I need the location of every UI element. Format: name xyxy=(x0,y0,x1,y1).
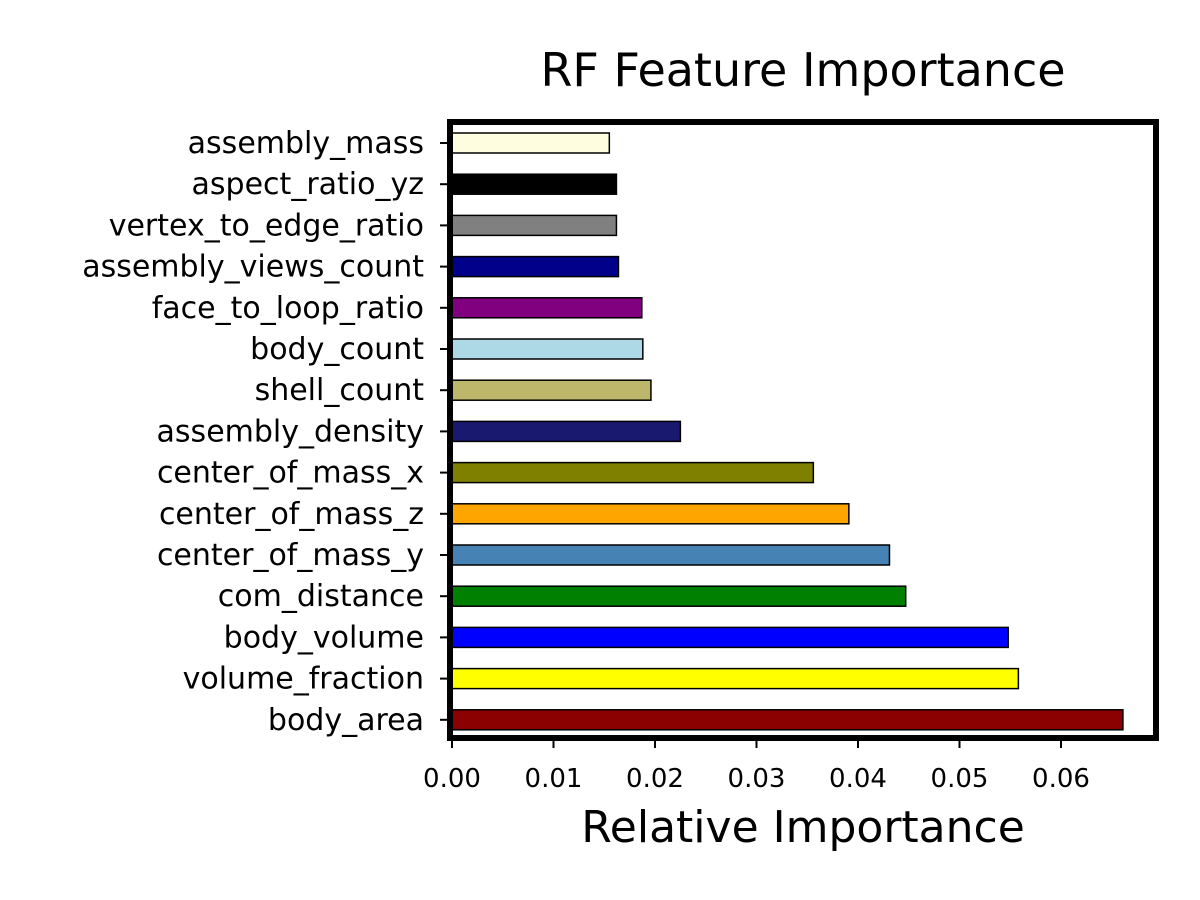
category-label: center_of_mass_x xyxy=(157,456,424,491)
category-label: body_area xyxy=(268,703,424,738)
x-tick-label: 0.03 xyxy=(728,764,786,794)
bar-assembly-density xyxy=(451,420,682,443)
bar-center-of-mass-x xyxy=(451,461,815,484)
category-label: center_of_mass_z xyxy=(159,497,424,532)
bar-face-to-loop-ratio xyxy=(451,297,643,319)
chart-title: RF Feature Importance xyxy=(540,43,1065,97)
x-axis-label: Relative Importance xyxy=(581,802,1025,853)
x-tick-label: 0.06 xyxy=(1032,764,1090,794)
category-label: aspect_ratio_yz xyxy=(192,167,424,202)
category-label: center_of_mass_y xyxy=(157,538,424,573)
x-tick-label: 0.02 xyxy=(626,764,684,794)
x-tick-label: 0.01 xyxy=(525,764,583,794)
category-label: vertex_to_edge_ratio xyxy=(109,208,424,243)
bar-vertex-to-edge-ratio xyxy=(451,214,618,237)
bar-center-of-mass-y xyxy=(451,544,891,566)
category-label: body_volume xyxy=(224,620,424,655)
bar-body-count xyxy=(451,338,644,360)
bars-group xyxy=(451,132,1124,731)
bar-com-distance xyxy=(451,585,907,607)
bar-aspect-ratio-yz xyxy=(451,173,618,195)
x-tick-label: 0.00 xyxy=(423,764,481,794)
category-label: volume_fraction xyxy=(183,662,424,697)
x-tick-label: 0.05 xyxy=(931,764,989,794)
category-label: assembly_views_count xyxy=(82,250,424,285)
x-axis-ticks: 0.00 0.01 0.02 0.03 0.04 0.05 0.06 xyxy=(423,738,1090,794)
bar-body-volume xyxy=(451,626,1009,649)
category-labels: assembly_mass aspect_ratio_yz vertex_to_ed… xyxy=(82,126,450,738)
category-label: face_to_loop_ratio xyxy=(152,291,424,326)
category-label: shell_count xyxy=(255,373,425,408)
bar-assembly-views-count xyxy=(451,255,620,278)
category-label: body_count xyxy=(250,332,424,367)
plot-frame xyxy=(447,119,1159,741)
category-label: assembly_mass xyxy=(188,126,424,161)
bar-center-of-mass-z xyxy=(451,503,850,525)
category-label: assembly_density xyxy=(157,414,424,449)
bar-shell-count xyxy=(451,379,652,401)
bar-volume-fraction xyxy=(451,667,1020,690)
x-tick-label: 0.04 xyxy=(829,764,887,794)
category-label: com_distance xyxy=(218,579,424,614)
bar-body-area xyxy=(451,709,1124,731)
bar-assembly-mass xyxy=(451,132,611,154)
